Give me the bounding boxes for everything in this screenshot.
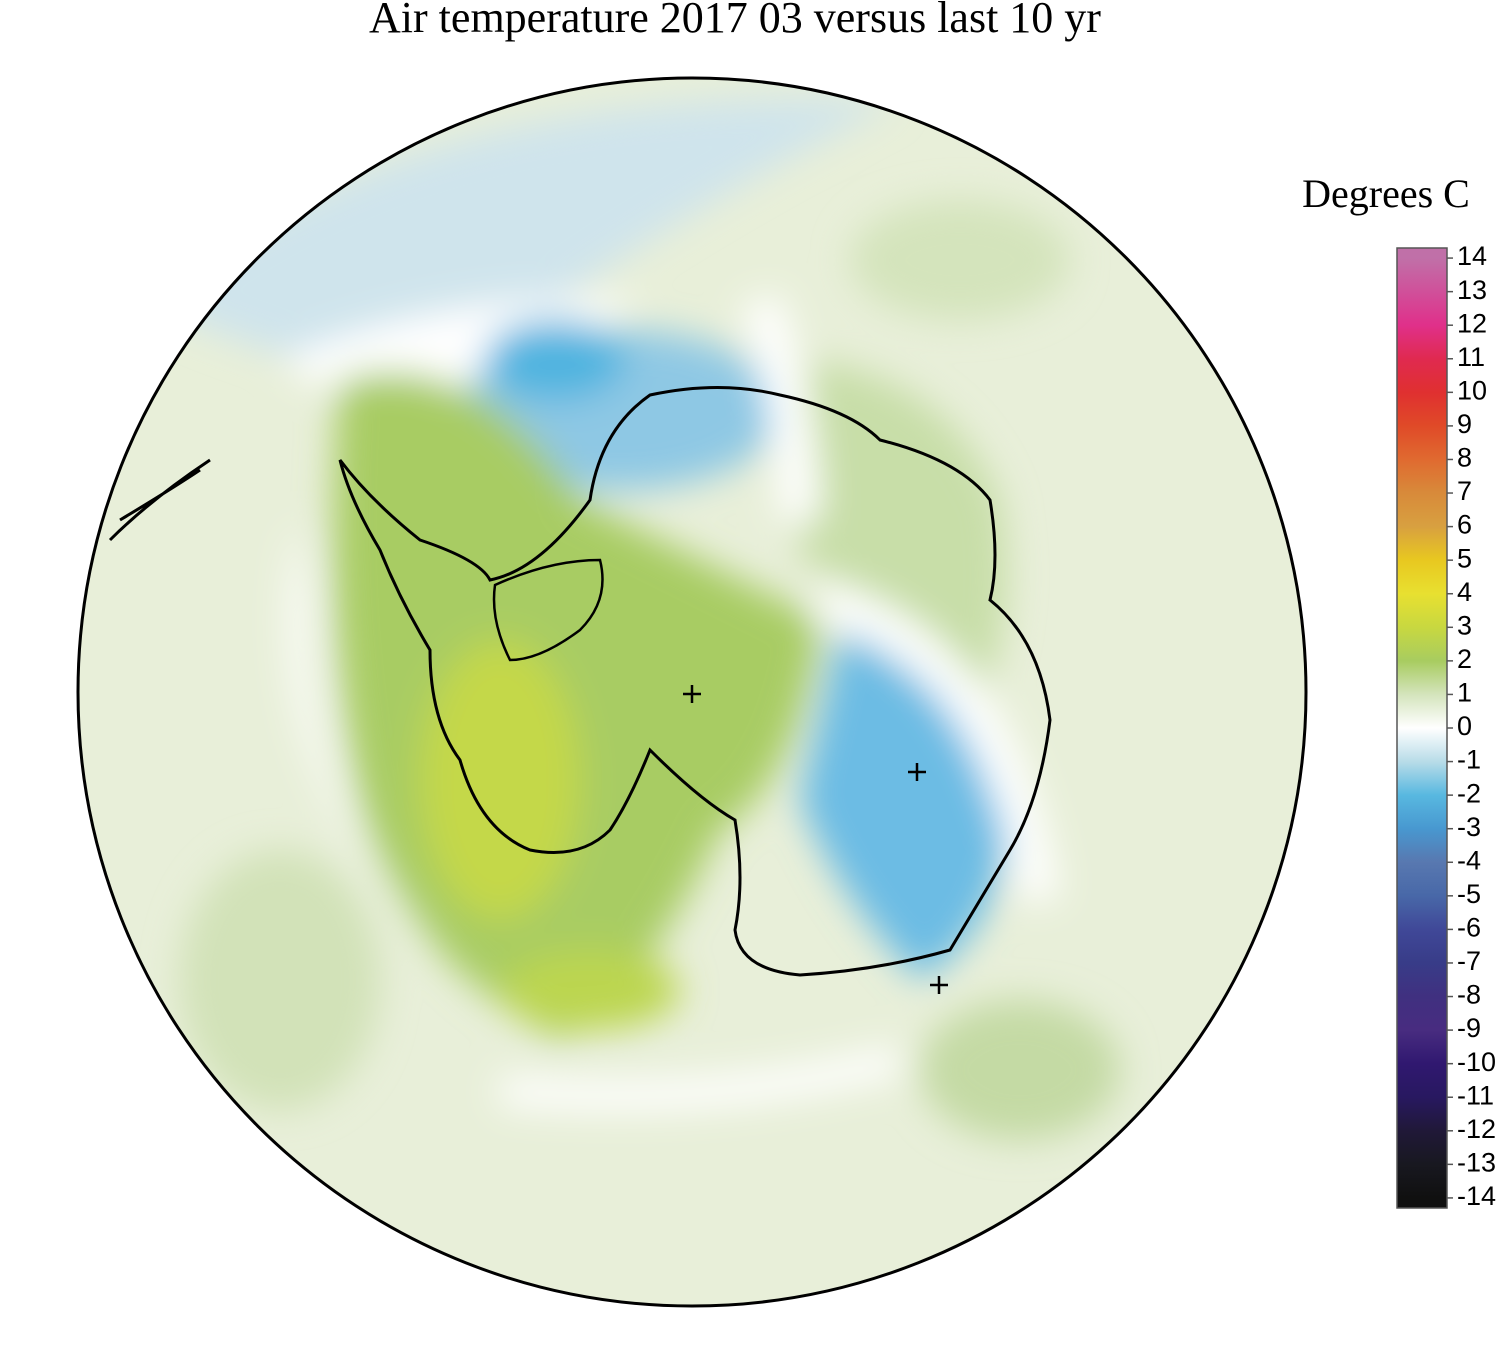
colorbar-tick-label: 3	[1457, 610, 1472, 640]
colorbar-tick-label: 8	[1457, 443, 1472, 473]
colorbar-tick-label: 11	[1457, 342, 1485, 372]
station-markers	[683, 685, 948, 994]
cool-region	[485, 320, 625, 400]
warm-region	[850, 200, 1070, 320]
colorbar-tick-label: -12	[1457, 1114, 1496, 1144]
south-america-tip	[108, 458, 211, 542]
map-title: Air temperature 2017 03 versus last 10 y…	[369, 0, 1101, 42]
warm-region	[800, 360, 1007, 700]
warm-region	[420, 640, 580, 920]
colorbar-tick-label: 9	[1457, 409, 1472, 439]
colorbar-tick-label: -13	[1457, 1147, 1496, 1177]
colorbar-tick-label: 12	[1457, 308, 1487, 338]
colorbar-tick-label: -9	[1457, 1013, 1481, 1043]
colorbar-ticks: 14131211109876543210-1-2-3-4-5-6-7-8-9-1…	[1447, 241, 1496, 1211]
colorbar-tick-label: -11	[1457, 1080, 1494, 1110]
ice-shelf-outline	[492, 558, 604, 662]
cool-region	[150, 98, 900, 361]
colorbar-tick-label: 14	[1457, 241, 1487, 271]
neutral-band	[288, 520, 560, 1040]
colorbar-tick-label: -3	[1457, 812, 1481, 842]
neutral-band	[498, 1045, 904, 1111]
anomaly-shading	[150, 98, 1120, 1140]
colorbar-tick-label: 5	[1457, 543, 1472, 573]
colorbar-tick-label: 4	[1457, 577, 1472, 607]
neutral-band	[741, 293, 1060, 904]
colorbar-tick-label: -5	[1457, 879, 1481, 909]
warm-region	[500, 950, 680, 1030]
coastline	[338, 386, 1052, 977]
colorbar-tick-label: 6	[1457, 510, 1472, 540]
colorbar-tick-label: -6	[1457, 913, 1481, 943]
colorbar-tick-label: 7	[1457, 476, 1472, 506]
colorbar-tick-label: -4	[1457, 845, 1481, 875]
warm-region	[920, 1000, 1120, 1140]
colorbar-label: Degrees C	[1302, 171, 1470, 216]
map-boundary	[76, 76, 1308, 1308]
colorbar-tick-label: 13	[1457, 275, 1487, 305]
anomaly-field	[78, 78, 1306, 1306]
colorbar-tick-label: -10	[1457, 1047, 1496, 1077]
colorbar-tick-label: 10	[1457, 375, 1487, 405]
warm-region	[180, 850, 380, 1110]
colorbar-tick-label: 1	[1457, 678, 1472, 708]
colorbar-tick-label: -1	[1457, 745, 1481, 775]
colorbar-tick-label: -2	[1457, 778, 1481, 808]
colorbar	[1396, 247, 1448, 1209]
colorbar-tick-label: 0	[1457, 711, 1472, 741]
colorbar-tick-label: -7	[1457, 946, 1481, 976]
colorbar-tick-label: 2	[1457, 644, 1472, 674]
colorbar-tick-label: -14	[1457, 1181, 1496, 1211]
cool-region	[800, 630, 1010, 980]
colorbar-tick-label: -8	[1457, 980, 1481, 1010]
